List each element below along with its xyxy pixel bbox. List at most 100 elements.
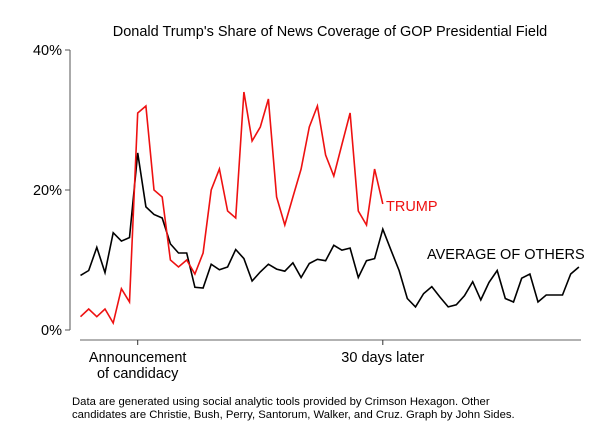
data-point-average-of-others <box>423 293 425 295</box>
data-point-average-of-others <box>251 280 253 282</box>
data-point-trump <box>202 252 204 254</box>
data-point-average-of-others <box>472 281 474 283</box>
data-point-trump <box>366 224 368 226</box>
x-tick-label: 30 days later <box>341 350 424 366</box>
data-point-trump <box>178 266 180 268</box>
data-point-trump <box>186 259 188 261</box>
data-point-average-of-others <box>325 260 327 262</box>
data-point-trump <box>251 140 253 142</box>
data-point-average-of-others <box>374 258 376 260</box>
data-point-average-of-others <box>129 237 131 239</box>
data-point-average-of-others <box>537 301 539 303</box>
data-point-trump <box>300 168 302 170</box>
data-point-trump <box>96 316 98 318</box>
series-label-average-of-others: AVERAGE OF OTHERS <box>427 247 585 263</box>
data-point-average-of-others <box>202 287 204 289</box>
data-point-average-of-others <box>545 294 547 296</box>
data-point-trump <box>284 224 286 226</box>
data-point-trump <box>161 196 163 198</box>
data-point-average-of-others <box>153 214 155 216</box>
y-axis: 0% 20% 40% <box>33 43 71 339</box>
data-point-trump <box>276 196 278 198</box>
data-point-trump <box>243 91 245 93</box>
data-point-trump <box>88 308 90 310</box>
data-point-trump <box>194 273 196 275</box>
data-point-average-of-others <box>554 294 556 296</box>
y-tick-label: 20% <box>33 183 62 199</box>
data-point-average-of-others <box>227 266 229 268</box>
series-label-trump: TRUMP <box>386 199 438 215</box>
data-point-average-of-others <box>333 245 335 247</box>
data-point-average-of-others <box>456 304 458 306</box>
series-layer: TRUMP AVERAGE OF OTHERS <box>79 91 585 326</box>
data-point-trump <box>121 288 123 290</box>
data-point-average-of-others <box>121 240 123 242</box>
data-point-average-of-others <box>488 282 490 284</box>
data-point-average-of-others <box>276 268 278 270</box>
data-point-average-of-others <box>562 294 564 296</box>
data-point-trump <box>235 217 237 219</box>
x-tick-label: of candidacy <box>97 366 179 382</box>
data-point-trump <box>153 189 155 191</box>
data-point-average-of-others <box>219 269 221 271</box>
data-point-average-of-others <box>570 273 572 275</box>
data-point-average-of-others <box>300 277 302 279</box>
data-point-average-of-others <box>496 270 498 272</box>
data-point-average-of-others <box>505 298 507 300</box>
data-point-average-of-others <box>309 263 311 265</box>
data-point-trump <box>112 322 114 324</box>
data-point-trump <box>358 210 360 212</box>
footnote-line-1: Data are generated using social analytic… <box>72 396 490 408</box>
data-point-average-of-others <box>358 277 360 279</box>
data-point-trump <box>145 105 147 107</box>
data-point-average-of-others <box>390 249 392 251</box>
data-point-trump <box>325 154 327 156</box>
data-point-average-of-others <box>382 228 384 230</box>
data-point-average-of-others <box>268 263 270 265</box>
data-point-trump <box>129 301 131 303</box>
data-point-trump <box>219 168 221 170</box>
data-point-average-of-others <box>341 249 343 251</box>
data-point-average-of-others <box>194 287 196 289</box>
data-point-average-of-others <box>243 258 245 260</box>
data-point-average-of-others <box>464 295 466 297</box>
data-point-trump <box>374 168 376 170</box>
footnote-line-2: candidates are Christie, Bush, Perry, Sa… <box>72 408 515 421</box>
data-point-average-of-others <box>480 299 482 301</box>
data-point-average-of-others <box>529 273 531 275</box>
data-point-average-of-others <box>104 272 106 274</box>
data-point-average-of-others <box>317 259 319 261</box>
data-point-average-of-others <box>366 260 368 262</box>
y-tick-label: 40% <box>33 43 62 59</box>
data-point-average-of-others <box>513 301 515 303</box>
data-point-average-of-others <box>349 247 351 249</box>
data-point-average-of-others <box>431 286 433 288</box>
data-point-average-of-others <box>415 306 417 308</box>
data-point-trump <box>80 316 82 318</box>
data-point-average-of-others <box>186 252 188 254</box>
data-point-trump <box>349 112 351 114</box>
data-point-trump <box>382 203 384 205</box>
data-point-average-of-others <box>398 270 400 272</box>
data-point-average-of-others <box>292 262 294 264</box>
footnote: Data are generated using social analytic… <box>72 396 602 421</box>
data-point-trump <box>137 112 139 114</box>
data-point-average-of-others <box>235 249 237 251</box>
data-point-trump <box>210 189 212 191</box>
data-point-average-of-others <box>112 232 114 234</box>
series-line-average-of-others <box>80 152 580 309</box>
data-point-average-of-others <box>96 247 98 249</box>
data-point-average-of-others <box>521 277 523 279</box>
data-point-average-of-others <box>80 275 82 277</box>
data-point-average-of-others <box>260 271 262 273</box>
y-tick-label: 0% <box>41 323 62 339</box>
data-point-average-of-others <box>137 152 139 154</box>
data-point-trump <box>341 144 343 146</box>
data-point-average-of-others <box>161 217 163 219</box>
data-point-trump <box>260 126 262 128</box>
data-point-trump <box>104 308 106 310</box>
data-point-trump <box>333 175 335 177</box>
data-point-average-of-others <box>284 270 286 272</box>
